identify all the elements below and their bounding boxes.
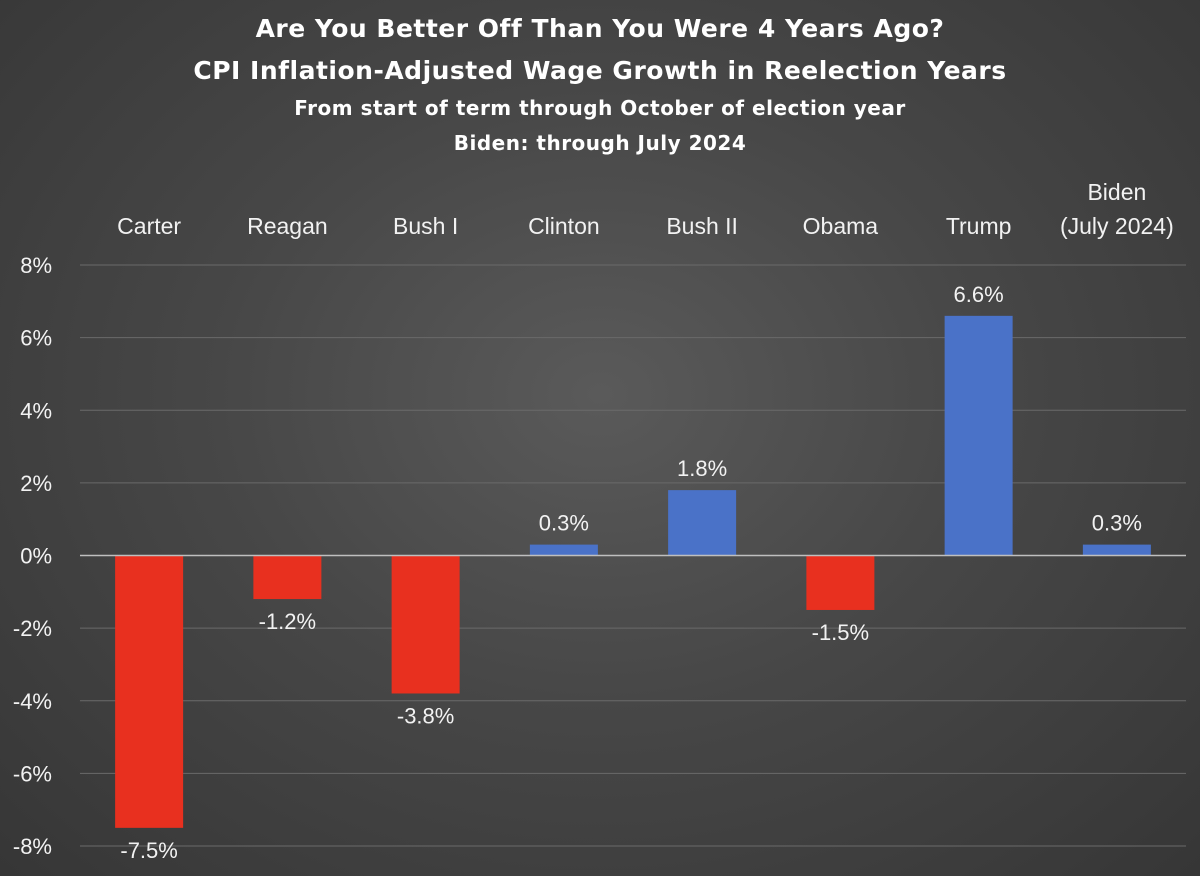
category-label: Carter [117, 213, 181, 239]
bar [529, 544, 598, 556]
bar [391, 555, 460, 694]
y-tick-label: 4% [20, 398, 52, 423]
category-label: Bush II [666, 213, 738, 239]
bar [668, 490, 737, 556]
category-label: Obama [803, 213, 879, 239]
data-label: -3.8% [397, 703, 454, 728]
category-label: Trump [946, 213, 1012, 239]
y-tick-label: 2% [20, 471, 52, 496]
y-tick-label: 8% [20, 253, 52, 278]
category-label: Clinton [528, 213, 600, 239]
data-label: -1.2% [259, 609, 316, 634]
category-label: Bush I [393, 213, 458, 239]
chart-subtitle: CPI Inflation-Adjusted Wage Growth in Re… [193, 56, 1007, 85]
bar [944, 315, 1013, 556]
data-label: 0.3% [539, 511, 589, 536]
bar [115, 555, 184, 828]
y-tick-label: -4% [13, 689, 52, 714]
category-label: Reagan [247, 213, 328, 239]
y-tick-label: -8% [13, 834, 52, 859]
y-tick-label: 0% [20, 544, 52, 569]
y-tick-label: -2% [13, 616, 52, 641]
chart-note-1: From start of term through October of el… [294, 96, 906, 120]
bar [253, 555, 322, 600]
category-label: (July 2024) [1060, 213, 1174, 239]
y-tick-label: 6% [20, 326, 52, 351]
category-label: Biden [1087, 179, 1146, 205]
data-label: 6.6% [954, 282, 1004, 307]
data-label: -1.5% [812, 620, 869, 645]
bar [1082, 544, 1151, 556]
data-label: 1.8% [677, 456, 727, 481]
chart-note-2: Biden: through July 2024 [453, 131, 747, 155]
data-label: -7.5% [120, 838, 177, 863]
y-tick-label: -6% [13, 761, 52, 786]
chart-title: Are You Better Off Than You Were 4 Years… [255, 14, 945, 43]
data-label: 0.3% [1092, 511, 1142, 536]
bar [806, 555, 875, 610]
